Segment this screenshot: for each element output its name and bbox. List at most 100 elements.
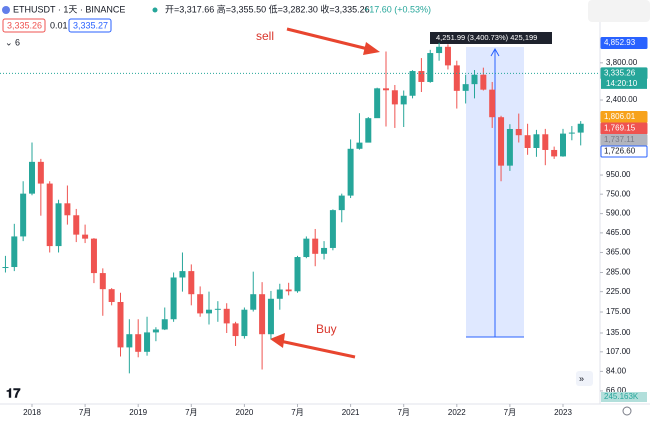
price-badge-label: 1,806.01 [604, 112, 636, 121]
candle-body [126, 334, 133, 348]
spread: 0.01 [50, 20, 68, 30]
overlay-badge [588, 0, 650, 22]
price-badge-label: 1,737.11 [604, 135, 635, 144]
ask-box[interactable] [68, 18, 112, 33]
candle-body [197, 294, 204, 314]
volume-label: 245.163K [604, 392, 639, 401]
y-tick-label: 3,800.00 [606, 58, 638, 67]
settings-icon[interactable] [622, 406, 632, 416]
measure-label: 4,251.99 (3,400.73%) 425,199 [436, 33, 537, 42]
price-badge-label: 3,335.26 [604, 68, 636, 77]
candle-body [533, 134, 540, 148]
y-tick-label: 950.00 [606, 170, 631, 179]
candle-body [2, 267, 9, 269]
symbol-icon [2, 6, 10, 14]
candle-body [37, 161, 44, 184]
x-tick-label: 2019 [129, 408, 147, 417]
candle-body [188, 271, 195, 295]
candle-body [577, 123, 584, 133]
candle-body [383, 88, 389, 91]
x-tick-label: 7月 [291, 408, 303, 417]
candle-body [374, 88, 381, 119]
candle-body [152, 329, 159, 333]
candle-body [232, 323, 239, 337]
tradingview-logo[interactable]: 𝟏𝟕 [6, 385, 21, 400]
measure-arrowhead [490, 47, 500, 57]
candle-body [241, 309, 248, 337]
volume-badge [601, 392, 647, 402]
candle-body [347, 148, 354, 196]
candle-body [285, 289, 292, 292]
candle-body [99, 273, 106, 290]
price-badge-label: 1,726.60 [604, 147, 636, 156]
candle-body [20, 193, 27, 237]
candle-body [267, 298, 274, 335]
y-tick-label: 590.00 [606, 209, 631, 218]
plot [2, 42, 584, 374]
candle-body [161, 319, 168, 330]
candle-body [223, 308, 230, 324]
candle-body [427, 53, 434, 82]
candle-body [303, 238, 310, 258]
candle-body [179, 271, 186, 278]
x-tick-label: 2018 [23, 408, 41, 417]
x-tick-label: 2023 [554, 408, 572, 417]
x-tick-label: 7月 [397, 408, 409, 417]
candle-body [117, 301, 124, 348]
candle-body [506, 128, 513, 166]
candle-body [338, 195, 345, 211]
countdown-badge [601, 78, 647, 89]
y-tick-label: 84.00 [606, 367, 627, 376]
sell-arrow [286, 27, 373, 52]
bid-box[interactable] [2, 18, 46, 33]
indicator-count[interactable]: 6 [15, 37, 20, 47]
price-badge [600, 37, 648, 50]
annotation-buy: Buy [316, 322, 337, 336]
price-badge-label: 4,852.93 [604, 38, 636, 47]
candle-body [568, 132, 575, 134]
candle-body [498, 117, 505, 166]
price-badge [600, 145, 648, 158]
candle-body [356, 142, 363, 149]
candle-body [471, 74, 478, 85]
ohlc: 开=3,317.66 高=3,355.50 低=3,282.30 收=3,335… [165, 3, 370, 14]
candle-body [560, 133, 566, 157]
indicator-toggle[interactable]: ⌄ [5, 37, 13, 47]
candle-body [436, 46, 443, 54]
y-tick-label: 107.00 [606, 347, 631, 356]
candle-body [480, 74, 487, 90]
candle-body [276, 289, 283, 299]
candle-body [365, 118, 372, 143]
candle-body [170, 277, 177, 320]
y-tick-label: 2,400.00 [606, 95, 638, 104]
y-tick-label: 135.00 [606, 328, 631, 337]
x-tick-label: 2020 [236, 408, 254, 417]
buy-arrowhead [270, 333, 285, 348]
x-tick-label: 2022 [448, 408, 466, 417]
symbol[interactable]: ETHUSDT · 1天 · BINANCE [13, 4, 125, 14]
buy-arrow [279, 339, 356, 359]
candle-body [462, 84, 469, 91]
y-tick-label: 750.00 [606, 189, 631, 198]
candle-body [409, 71, 416, 96]
status-dot [152, 7, 158, 13]
candle-body [294, 257, 301, 292]
x-tick-label: 2021 [342, 408, 360, 417]
candle-body [515, 128, 522, 136]
y-tick-label: 465.00 [606, 228, 631, 237]
scroll-icon[interactable]: » [579, 373, 584, 383]
scroll-button[interactable] [576, 371, 593, 386]
y-tick-label: 225.00 [606, 287, 631, 296]
candle-body [206, 309, 212, 314]
y-tick-label: 285.00 [606, 268, 631, 277]
candle-body [11, 236, 18, 268]
candle-body [418, 71, 425, 82]
candle-body [214, 308, 221, 310]
candle-body [108, 289, 115, 302]
candle-body [29, 161, 35, 194]
x-tick-label: 7月 [185, 408, 197, 417]
candle-body [400, 95, 407, 105]
candle-body [524, 135, 531, 148]
